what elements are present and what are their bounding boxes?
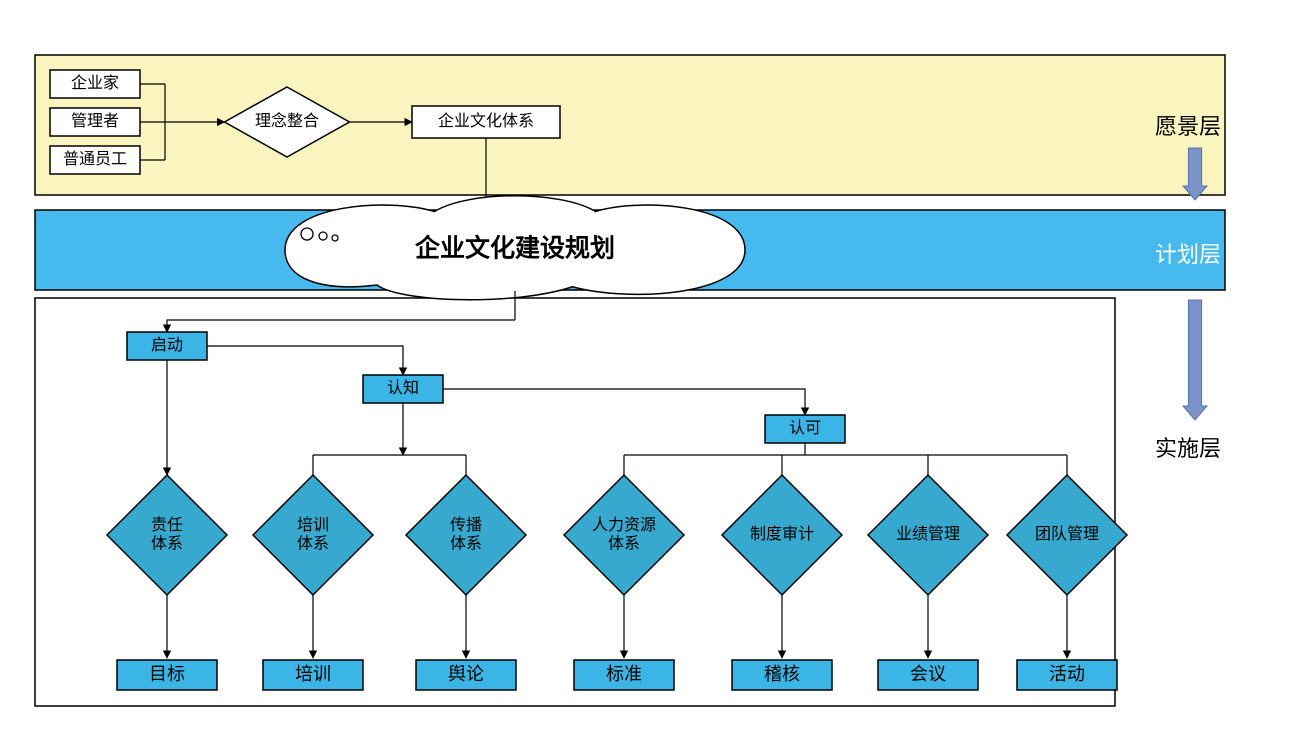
- svg-text:企业文化体系: 企业文化体系: [438, 112, 534, 130]
- svg-text:实施层: 实施层: [1155, 436, 1221, 461]
- svg-text:责任: 责任: [151, 516, 183, 534]
- svg-text:舆论: 舆论: [448, 664, 484, 684]
- svg-text:理念整合: 理念整合: [255, 111, 319, 130]
- svg-text:认知: 认知: [387, 379, 419, 397]
- svg-text:培训: 培训: [297, 516, 329, 534]
- svg-text:企业文化建设规划: 企业文化建设规划: [415, 234, 615, 263]
- svg-text:体系: 体系: [297, 534, 329, 552]
- svg-text:企业家: 企业家: [71, 74, 119, 92]
- svg-text:体系: 体系: [450, 534, 482, 552]
- flowchart-diagram: 愿景层计划层实施层 企业家管理者普通员工 理念整合 企业文化体系企业文化建设规划启动认…: [0, 0, 1300, 746]
- svg-text:认可: 认可: [789, 419, 821, 437]
- svg-text:体系: 体系: [608, 534, 640, 552]
- svg-text:传播: 传播: [450, 516, 482, 534]
- svg-text:目标: 目标: [149, 664, 185, 684]
- svg-text:业绩管理: 业绩管理: [896, 525, 960, 543]
- svg-text:体系: 体系: [151, 534, 183, 552]
- svg-text:启动: 启动: [151, 336, 183, 354]
- svg-text:团队管理: 团队管理: [1035, 525, 1099, 543]
- svg-text:标准: 标准: [606, 664, 642, 684]
- svg-text:活动: 活动: [1049, 664, 1085, 684]
- svg-text:普通员工: 普通员工: [63, 150, 127, 168]
- svg-text:培训: 培训: [295, 664, 331, 684]
- svg-text:愿景层: 愿景层: [1155, 114, 1221, 139]
- svg-text:人力资源: 人力资源: [592, 516, 656, 534]
- svg-text:稽核: 稽核: [764, 664, 800, 684]
- svg-text:制度审计: 制度审计: [750, 525, 814, 543]
- svg-text:会议: 会议: [910, 664, 946, 684]
- svg-text:管理者: 管理者: [71, 112, 119, 130]
- svg-text:计划层: 计划层: [1155, 242, 1221, 267]
